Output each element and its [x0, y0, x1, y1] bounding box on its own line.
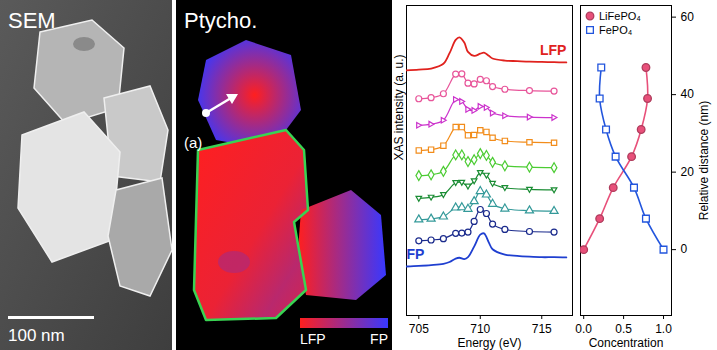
svg-text:715: 715	[532, 322, 552, 336]
svg-text:20: 20	[681, 165, 695, 179]
svg-text:SEM: SEM	[8, 8, 56, 33]
svg-text:100 nm: 100 nm	[8, 326, 65, 345]
svg-text:LFP: LFP	[540, 42, 566, 58]
svg-text:705: 705	[409, 322, 429, 336]
svg-text:0.0: 0.0	[575, 322, 592, 336]
svg-text:XAS intensity (a. u.): XAS intensity (a. u.)	[392, 54, 406, 160]
svg-text:Relative distance (nm): Relative distance (nm)	[697, 101, 711, 220]
html-text:LiFePO₄: LiFePO₄	[599, 10, 641, 22]
svg-text:60: 60	[681, 10, 695, 24]
svg-text:LFP: LFP	[300, 331, 326, 347]
svg-text:0: 0	[681, 242, 688, 256]
svg-text:0.5: 0.5	[615, 322, 632, 336]
svg-text:Energy (eV): Energy (eV)	[457, 336, 521, 350]
svg-text:1.0: 1.0	[655, 322, 672, 336]
svg-text:(a): (a)	[184, 134, 202, 151]
svg-text:Concentration: Concentration	[589, 336, 664, 350]
html-text:FePO₄: FePO₄	[599, 24, 633, 36]
svg-text:710: 710	[470, 322, 490, 336]
svg-text:Ptycho.: Ptycho.	[184, 8, 257, 33]
svg-text:FP: FP	[370, 331, 388, 347]
svg-text:40: 40	[681, 87, 695, 101]
svg-text:FP: FP	[407, 246, 425, 262]
